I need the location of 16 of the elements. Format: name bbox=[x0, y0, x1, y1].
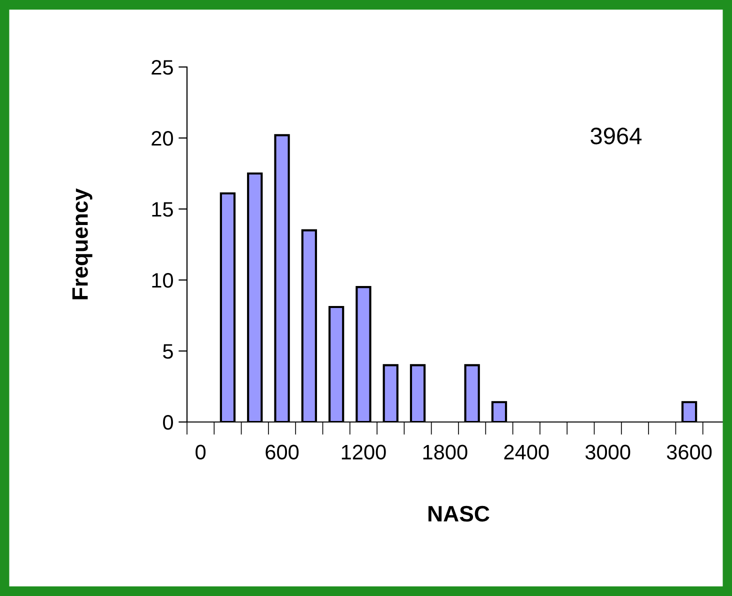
y-tick-label: 15 bbox=[152, 202, 173, 217]
x-tick-label: 2400 bbox=[504, 444, 549, 460]
y-axis-title: Frequency bbox=[72, 188, 92, 300]
y-tick-label: 20 bbox=[152, 131, 173, 146]
x-axis-title: NASC bbox=[428, 506, 490, 522]
y-tick-label: 5 bbox=[163, 344, 173, 359]
y-tick-label: 10 bbox=[152, 273, 173, 288]
annotation: 3964 bbox=[590, 128, 642, 144]
x-tick-label: 3000 bbox=[585, 444, 630, 460]
y-tick-label: 25 bbox=[152, 60, 173, 75]
x-tick-label: 600 bbox=[266, 444, 299, 460]
x-tick-label: 1200 bbox=[342, 444, 386, 460]
y-tick-label: 0 bbox=[163, 415, 173, 430]
x-tick-label: 1800 bbox=[423, 444, 468, 460]
x-tick-label: 3600 bbox=[666, 444, 712, 460]
x-tick-label: 0 bbox=[196, 444, 206, 460]
